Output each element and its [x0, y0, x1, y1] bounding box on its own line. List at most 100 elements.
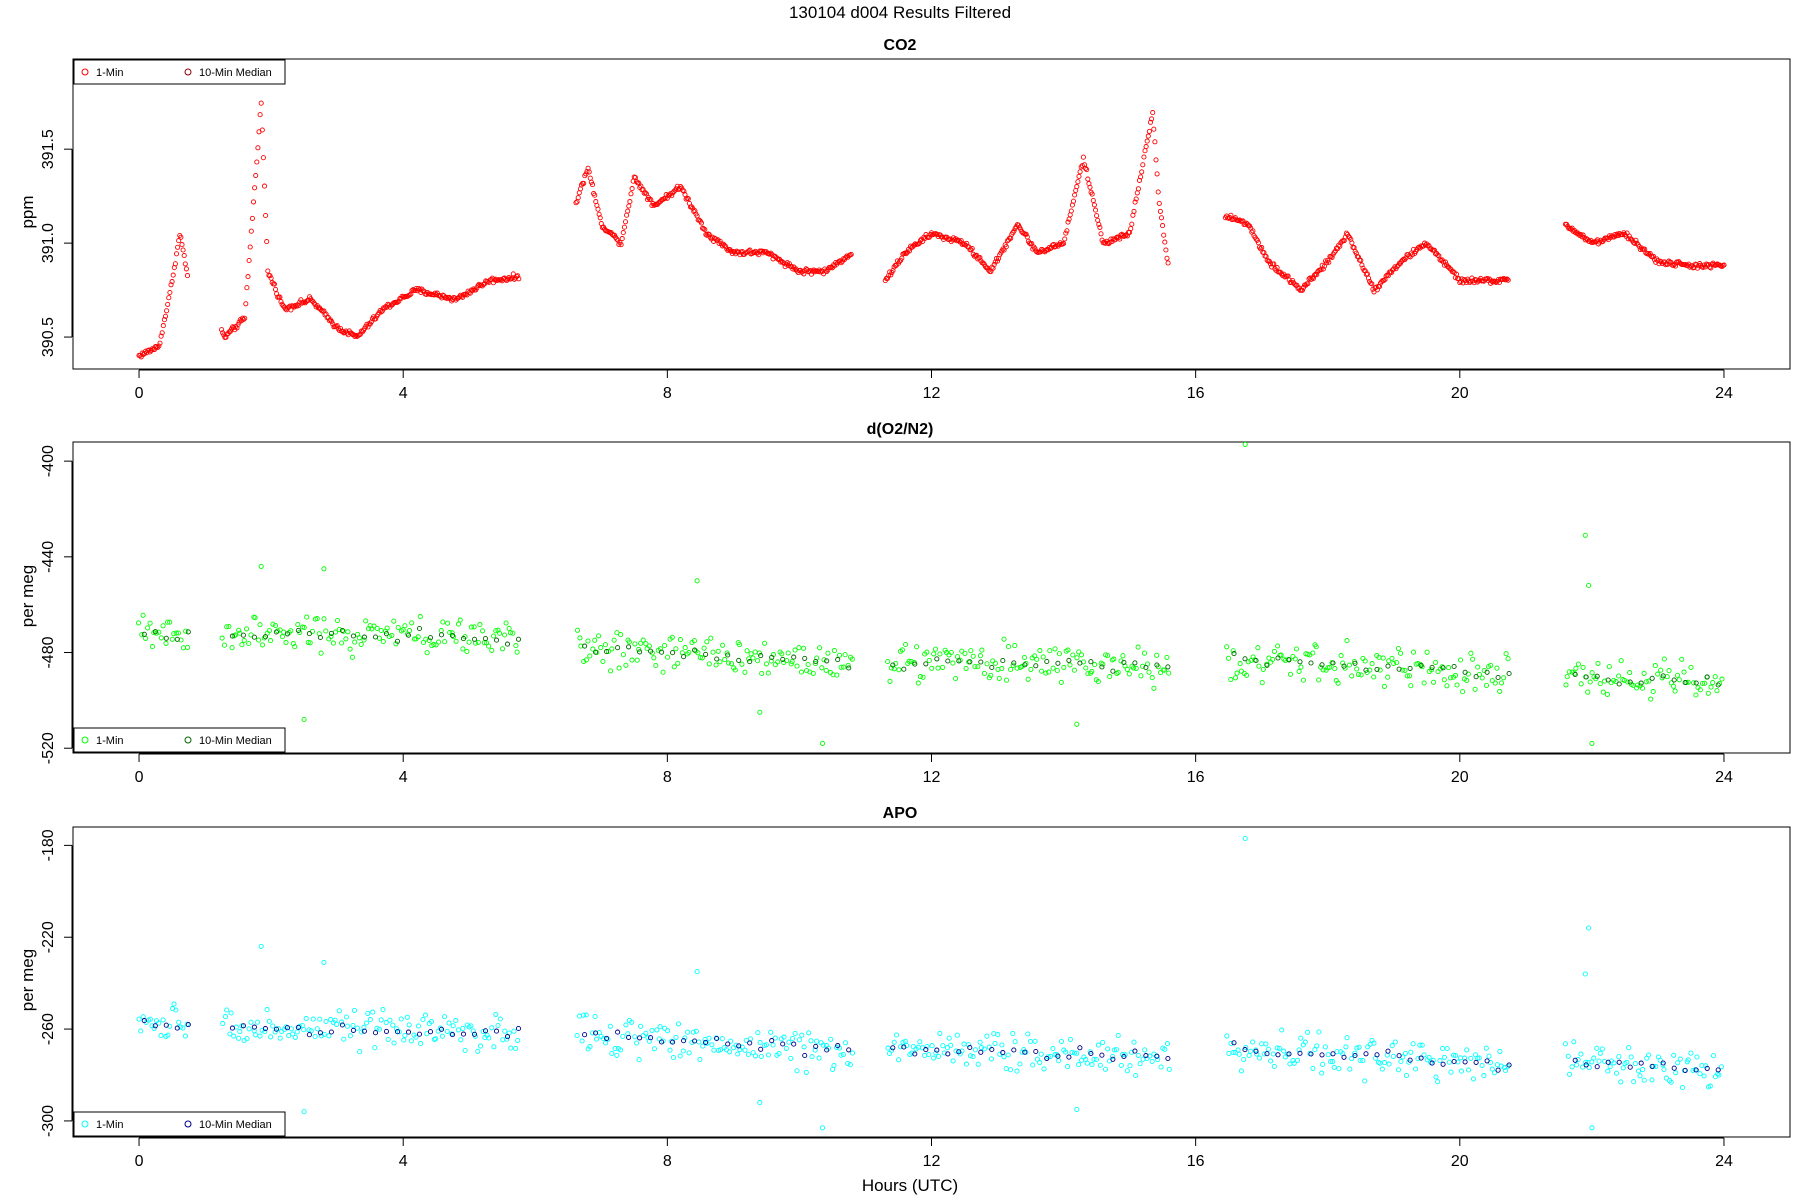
apo-one-min-point	[449, 1031, 455, 1037]
apo-one-min-point	[1632, 1061, 1638, 1067]
co2-one-min-point	[1355, 254, 1362, 260]
apo-one-min-point	[1347, 1066, 1353, 1072]
o2n2-one-min-point	[301, 624, 307, 630]
apo-one-min-point	[953, 1048, 959, 1054]
o2n2-one-min-point	[246, 640, 252, 647]
o2n2-one-min-point	[914, 644, 920, 650]
apo-one-min-point	[1226, 1050, 1232, 1056]
o2n2-one-min-point	[330, 640, 336, 646]
o2n2-one-min-point	[1138, 673, 1144, 679]
apo-median-point	[1000, 1050, 1006, 1056]
o2n2-legend-median-label: 10-Min Median	[199, 735, 272, 747]
co2-one-min-point	[377, 308, 383, 314]
apo-median-point	[637, 1035, 643, 1041]
o2n2-one-min-point	[1641, 670, 1647, 676]
apo-one-min-point	[439, 1033, 445, 1039]
apo-one-min-point	[1343, 1044, 1349, 1050]
apo-one-min-point	[1314, 1043, 1320, 1049]
o2n2-one-min-point	[1300, 677, 1306, 683]
co2-one-min-point	[1158, 215, 1165, 221]
apo-one-min-point	[1250, 1039, 1256, 1045]
apo-one-min-point	[1058, 1038, 1065, 1044]
apo-one-min-point	[1502, 1067, 1509, 1074]
co2-one-min-point	[1324, 260, 1330, 266]
apo-one-min-point	[493, 1011, 499, 1017]
co2-legend-median-symbol	[184, 68, 192, 76]
o2n2-median-point	[1000, 657, 1006, 664]
o2n2-median-point	[460, 636, 467, 642]
o2n2-median-point	[890, 662, 896, 668]
apo-one-min-point	[933, 1050, 939, 1056]
apo-one-min-point	[1014, 1068, 1020, 1074]
co2-one-min-point	[167, 289, 173, 296]
o2n2-one-min-point	[402, 623, 408, 629]
co2-one-min-point	[443, 294, 449, 300]
co2-one-min-point	[1625, 236, 1631, 242]
co2-one-min-point	[587, 175, 593, 181]
co2-one-min-point	[516, 276, 522, 282]
apo-one-min-point	[1371, 1040, 1377, 1046]
apo-one-min-point	[1316, 1029, 1322, 1035]
apo-one-min-point	[1464, 1047, 1470, 1053]
apo-one-min-point	[357, 1049, 363, 1055]
o2n2-one-min-point	[1065, 647, 1071, 653]
apo-one-min-point	[885, 1045, 891, 1051]
co2-one-min-point	[1652, 257, 1658, 263]
apo-one-min-point	[513, 1045, 519, 1052]
co2-one-min-point	[968, 247, 974, 253]
apo-median-point	[1682, 1067, 1688, 1073]
o2n2-one-min-point	[270, 621, 276, 627]
apo-one-min-point	[1578, 1051, 1584, 1057]
apo-one-min-point	[937, 1030, 943, 1036]
apo-one-min-point	[1589, 1059, 1595, 1065]
o2n2-one-min-point	[272, 622, 279, 629]
o2n2-one-min-point	[1078, 652, 1085, 658]
co2-one-min-point	[1271, 261, 1277, 267]
o2n2-one-min-point	[796, 645, 802, 651]
apo-one-min-point	[272, 1029, 278, 1035]
co2-one-min-point	[1249, 229, 1255, 235]
o2n2-one-min-point	[1386, 658, 1392, 664]
apo-one-min-point	[1417, 1042, 1423, 1048]
o2n2-median-point	[967, 659, 973, 665]
o2n2-one-min-point	[750, 655, 756, 661]
o2n2-one-min-point	[1141, 650, 1148, 656]
o2n2-one-min-point	[739, 661, 745, 667]
o2n2-one-min-point	[605, 648, 611, 654]
apo-one-min-point	[1158, 1064, 1164, 1070]
o2n2-one-min-point	[1444, 683, 1450, 689]
apo-one-min-point	[959, 1048, 965, 1054]
apo-one-min-point	[1631, 1079, 1637, 1085]
o2n2-one-min-point	[1586, 582, 1592, 589]
o2n2-median-point	[736, 657, 742, 663]
co2-one-min-point	[329, 319, 335, 325]
o2n2-one-min-point	[671, 664, 677, 670]
apo-one-min-point	[728, 1038, 734, 1044]
o2n2-one-min-point	[1589, 670, 1595, 676]
o2n2-one-min-point	[962, 650, 968, 656]
apo-one-min-point	[1102, 1066, 1109, 1072]
o2n2-one-min-point	[694, 578, 700, 584]
apo-median-point	[163, 1022, 169, 1028]
o2n2-median-point	[515, 636, 522, 642]
o2n2-one-min-point	[1230, 648, 1236, 654]
o2n2-median-point	[1011, 660, 1017, 666]
co2-one-min-point	[1047, 246, 1053, 252]
apo-one-min-point	[735, 1051, 741, 1057]
o2n2-one-min-point	[695, 650, 701, 656]
o2n2-one-min-point	[1464, 677, 1470, 683]
o2n2-one-min-point	[1505, 656, 1511, 662]
apo-one-min-point	[378, 1017, 384, 1023]
o2n2-one-min-point	[1595, 660, 1601, 666]
o2n2-x-tick-label: 4	[399, 769, 408, 786]
apo-one-min-point	[685, 1029, 691, 1035]
co2-legend-one-min-label: 1-Min	[96, 67, 124, 79]
apo-median-point	[1264, 1051, 1270, 1057]
o2n2-median-point	[791, 654, 797, 660]
o2n2-one-min-point	[673, 646, 679, 652]
o2n2-median-point	[1594, 673, 1600, 679]
co2-one-min-point	[673, 186, 679, 192]
o2n2-one-min-point	[1681, 669, 1687, 675]
apo-one-min-point	[1395, 1067, 1401, 1073]
apo-median-point	[791, 1041, 797, 1047]
